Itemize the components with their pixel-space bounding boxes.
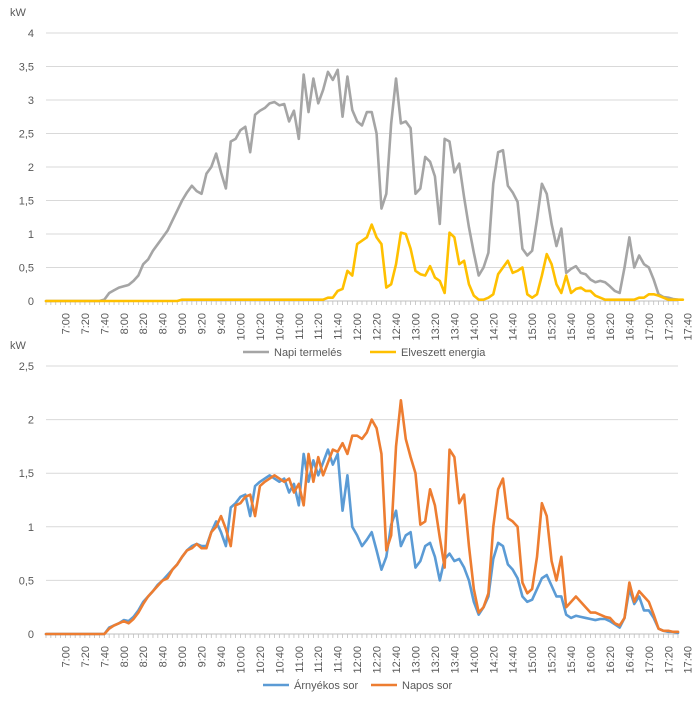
x-tick-label: 11:00 <box>294 646 306 673</box>
legend-label: Napi termelés <box>274 347 342 359</box>
y-tick-label: 1 <box>28 522 34 534</box>
series-line-2 <box>44 223 685 303</box>
x-tick-label: 14:20 <box>488 646 500 674</box>
chart-sorok-teljesitmenye: kW 0 0,5 1 1,5 2 2,5 7:00 7:20 7:40 8:00 8:20 8:40 9:… <box>10 340 692 692</box>
x-tick-label: 13:40 <box>449 646 461 674</box>
series-line-1 <box>44 68 680 303</box>
x-tick-label: 11:20 <box>313 313 325 340</box>
x-tick-label: 17:00 <box>644 646 656 674</box>
x-tick-label: 8:20 <box>138 313 150 334</box>
x-tick-label: 13:20 <box>430 313 442 341</box>
x-tick-label: 12:20 <box>372 646 384 674</box>
y-tick-label: 2,5 <box>19 361 34 373</box>
x-tick-label: 9:00 <box>177 646 189 667</box>
x-tick-label: 17:40 <box>683 646 692 674</box>
x-tick-label: 16:40 <box>624 646 636 674</box>
x-tick-label: 16:00 <box>585 313 597 341</box>
x-tick-label: 8:40 <box>158 646 170 667</box>
legend-item-2: Napos sor <box>371 680 452 692</box>
x-tick-label: 12:40 <box>391 313 403 341</box>
x-tick-label: 16:00 <box>585 646 597 674</box>
legend-label: Árnyékos sor <box>294 679 359 692</box>
y-unit-label: kW <box>10 340 27 352</box>
x-tick-label: 12:40 <box>391 646 403 674</box>
x-tick-label: 14:00 <box>469 313 481 341</box>
y-tick-label: 2 <box>28 162 34 174</box>
x-tick-label: 9:00 <box>177 313 189 334</box>
y-tick-label: 0 <box>28 296 34 308</box>
y-tick-label: 0,5 <box>19 263 34 275</box>
legend-label: Elveszett energia <box>401 347 486 359</box>
x-tick-label: 15:00 <box>527 313 539 341</box>
x-tick-label: 10:40 <box>274 313 286 341</box>
x-tick-label: 10:20 <box>255 313 267 341</box>
x-tick-label: 13:40 <box>449 313 461 341</box>
x-tick-label: 10:20 <box>255 646 267 674</box>
x-tick-label: 10:00 <box>235 646 247 674</box>
y-tick-label: 3,5 <box>19 62 34 74</box>
x-tick-label: 14:00 <box>469 646 481 674</box>
x-tick-label: 15:20 <box>547 313 559 341</box>
x-tick-label: 10:40 <box>274 646 286 674</box>
y-tick-label: 1,5 <box>19 196 34 208</box>
x-tick-label: 11:40 <box>333 313 345 340</box>
x-tick-label: 8:20 <box>138 646 150 667</box>
x-tick-label: 7:40 <box>99 313 111 334</box>
x-tick-label: 14:40 <box>508 313 520 341</box>
y-tick-label: 4 <box>28 28 34 40</box>
x-tick-label: 16:40 <box>624 313 636 341</box>
x-tick-label: 12:20 <box>372 313 384 341</box>
x-tick-label: 8:40 <box>158 313 170 334</box>
y-tick-label: 1 <box>28 229 34 241</box>
x-tick-label: 15:20 <box>547 646 559 674</box>
x-tick-label: 11:00 <box>294 313 306 340</box>
y-tick-label: 0,5 <box>19 575 34 587</box>
x-tick-label: 9:20 <box>197 313 209 334</box>
y-tick-label: 0 <box>28 629 34 641</box>
y-tick-label: 1,5 <box>19 468 34 480</box>
x-tick-label: 9:40 <box>216 646 228 667</box>
y-unit-label: kW <box>10 7 27 19</box>
x-tick-label: 7:20 <box>80 313 92 334</box>
legend-item-1: Árnyékos sor <box>263 679 359 692</box>
legend-label: Napos sor <box>402 680 452 692</box>
x-tick-label: 7:40 <box>99 646 111 667</box>
legend-item-1: Napi termelés <box>243 347 342 359</box>
x-tick-label: 7:00 <box>60 313 72 334</box>
x-tick-label: 11:20 <box>313 646 325 673</box>
x-tick-label: 15:00 <box>527 646 539 674</box>
x-tick-label: 7:20 <box>80 646 92 667</box>
x-tick-label: 11:40 <box>333 646 345 673</box>
chart-napi-termeles: kW 0 0,5 1 1,5 2 2,5 3 3,5 4 7:00 7:20 7:40 8:00 8:20 8… <box>10 7 692 359</box>
x-tick-label: 9:20 <box>197 646 209 667</box>
x-tick-label: 8:00 <box>119 646 131 667</box>
x-tick-label: 17:20 <box>663 313 675 341</box>
y-tick-label: 2 <box>28 415 34 427</box>
x-tick-label: 15:40 <box>566 313 578 341</box>
x-tick-label: 16:20 <box>605 646 617 674</box>
x-tick-label: 13:20 <box>430 646 442 674</box>
x-tick-label: 17:00 <box>644 313 656 341</box>
x-tick-label: 8:00 <box>119 313 131 334</box>
x-tick-label: 17:40 <box>683 313 692 341</box>
x-tick-label: 14:20 <box>488 313 500 341</box>
y-tick-label: 3 <box>28 95 34 107</box>
x-tick-label: 14:40 <box>508 646 520 674</box>
legend-item-2: Elveszett energia <box>370 347 486 359</box>
x-tick-label: 12:00 <box>352 646 364 674</box>
x-tick-label: 12:00 <box>352 313 364 341</box>
x-tick-label: 9:40 <box>216 313 228 334</box>
series-line-2 <box>44 398 680 636</box>
y-tick-label: 2,5 <box>19 129 34 141</box>
x-tick-label: 17:20 <box>663 646 675 674</box>
x-tick-label: 13:00 <box>410 646 422 674</box>
x-tick-label: 10:00 <box>235 313 247 341</box>
x-tick-label: 15:40 <box>566 646 578 674</box>
x-tick-label: 16:20 <box>605 313 617 341</box>
x-tick-label: 7:00 <box>60 646 72 667</box>
x-tick-label: 13:00 <box>410 313 422 341</box>
